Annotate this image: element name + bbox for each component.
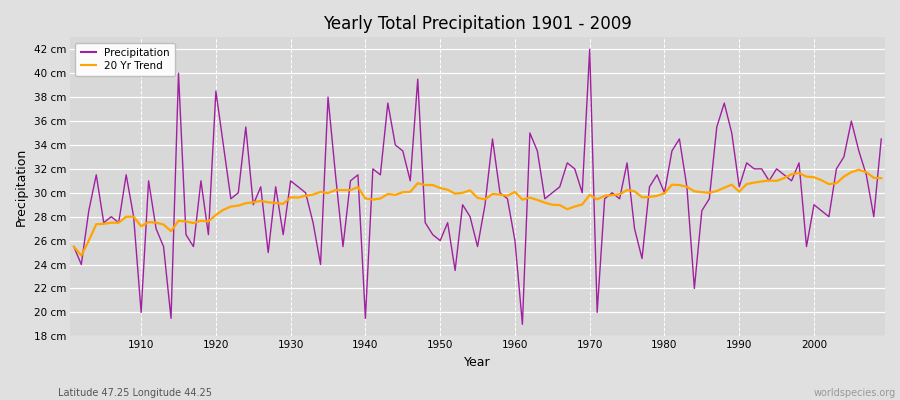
Text: Latitude 47.25 Longitude 44.25: Latitude 47.25 Longitude 44.25	[58, 388, 212, 398]
Y-axis label: Precipitation: Precipitation	[15, 148, 28, 226]
X-axis label: Year: Year	[464, 356, 491, 369]
Text: worldspecies.org: worldspecies.org	[814, 388, 896, 398]
Title: Yearly Total Precipitation 1901 - 2009: Yearly Total Precipitation 1901 - 2009	[323, 15, 632, 33]
Legend: Precipitation, 20 Yr Trend: Precipitation, 20 Yr Trend	[76, 42, 176, 76]
